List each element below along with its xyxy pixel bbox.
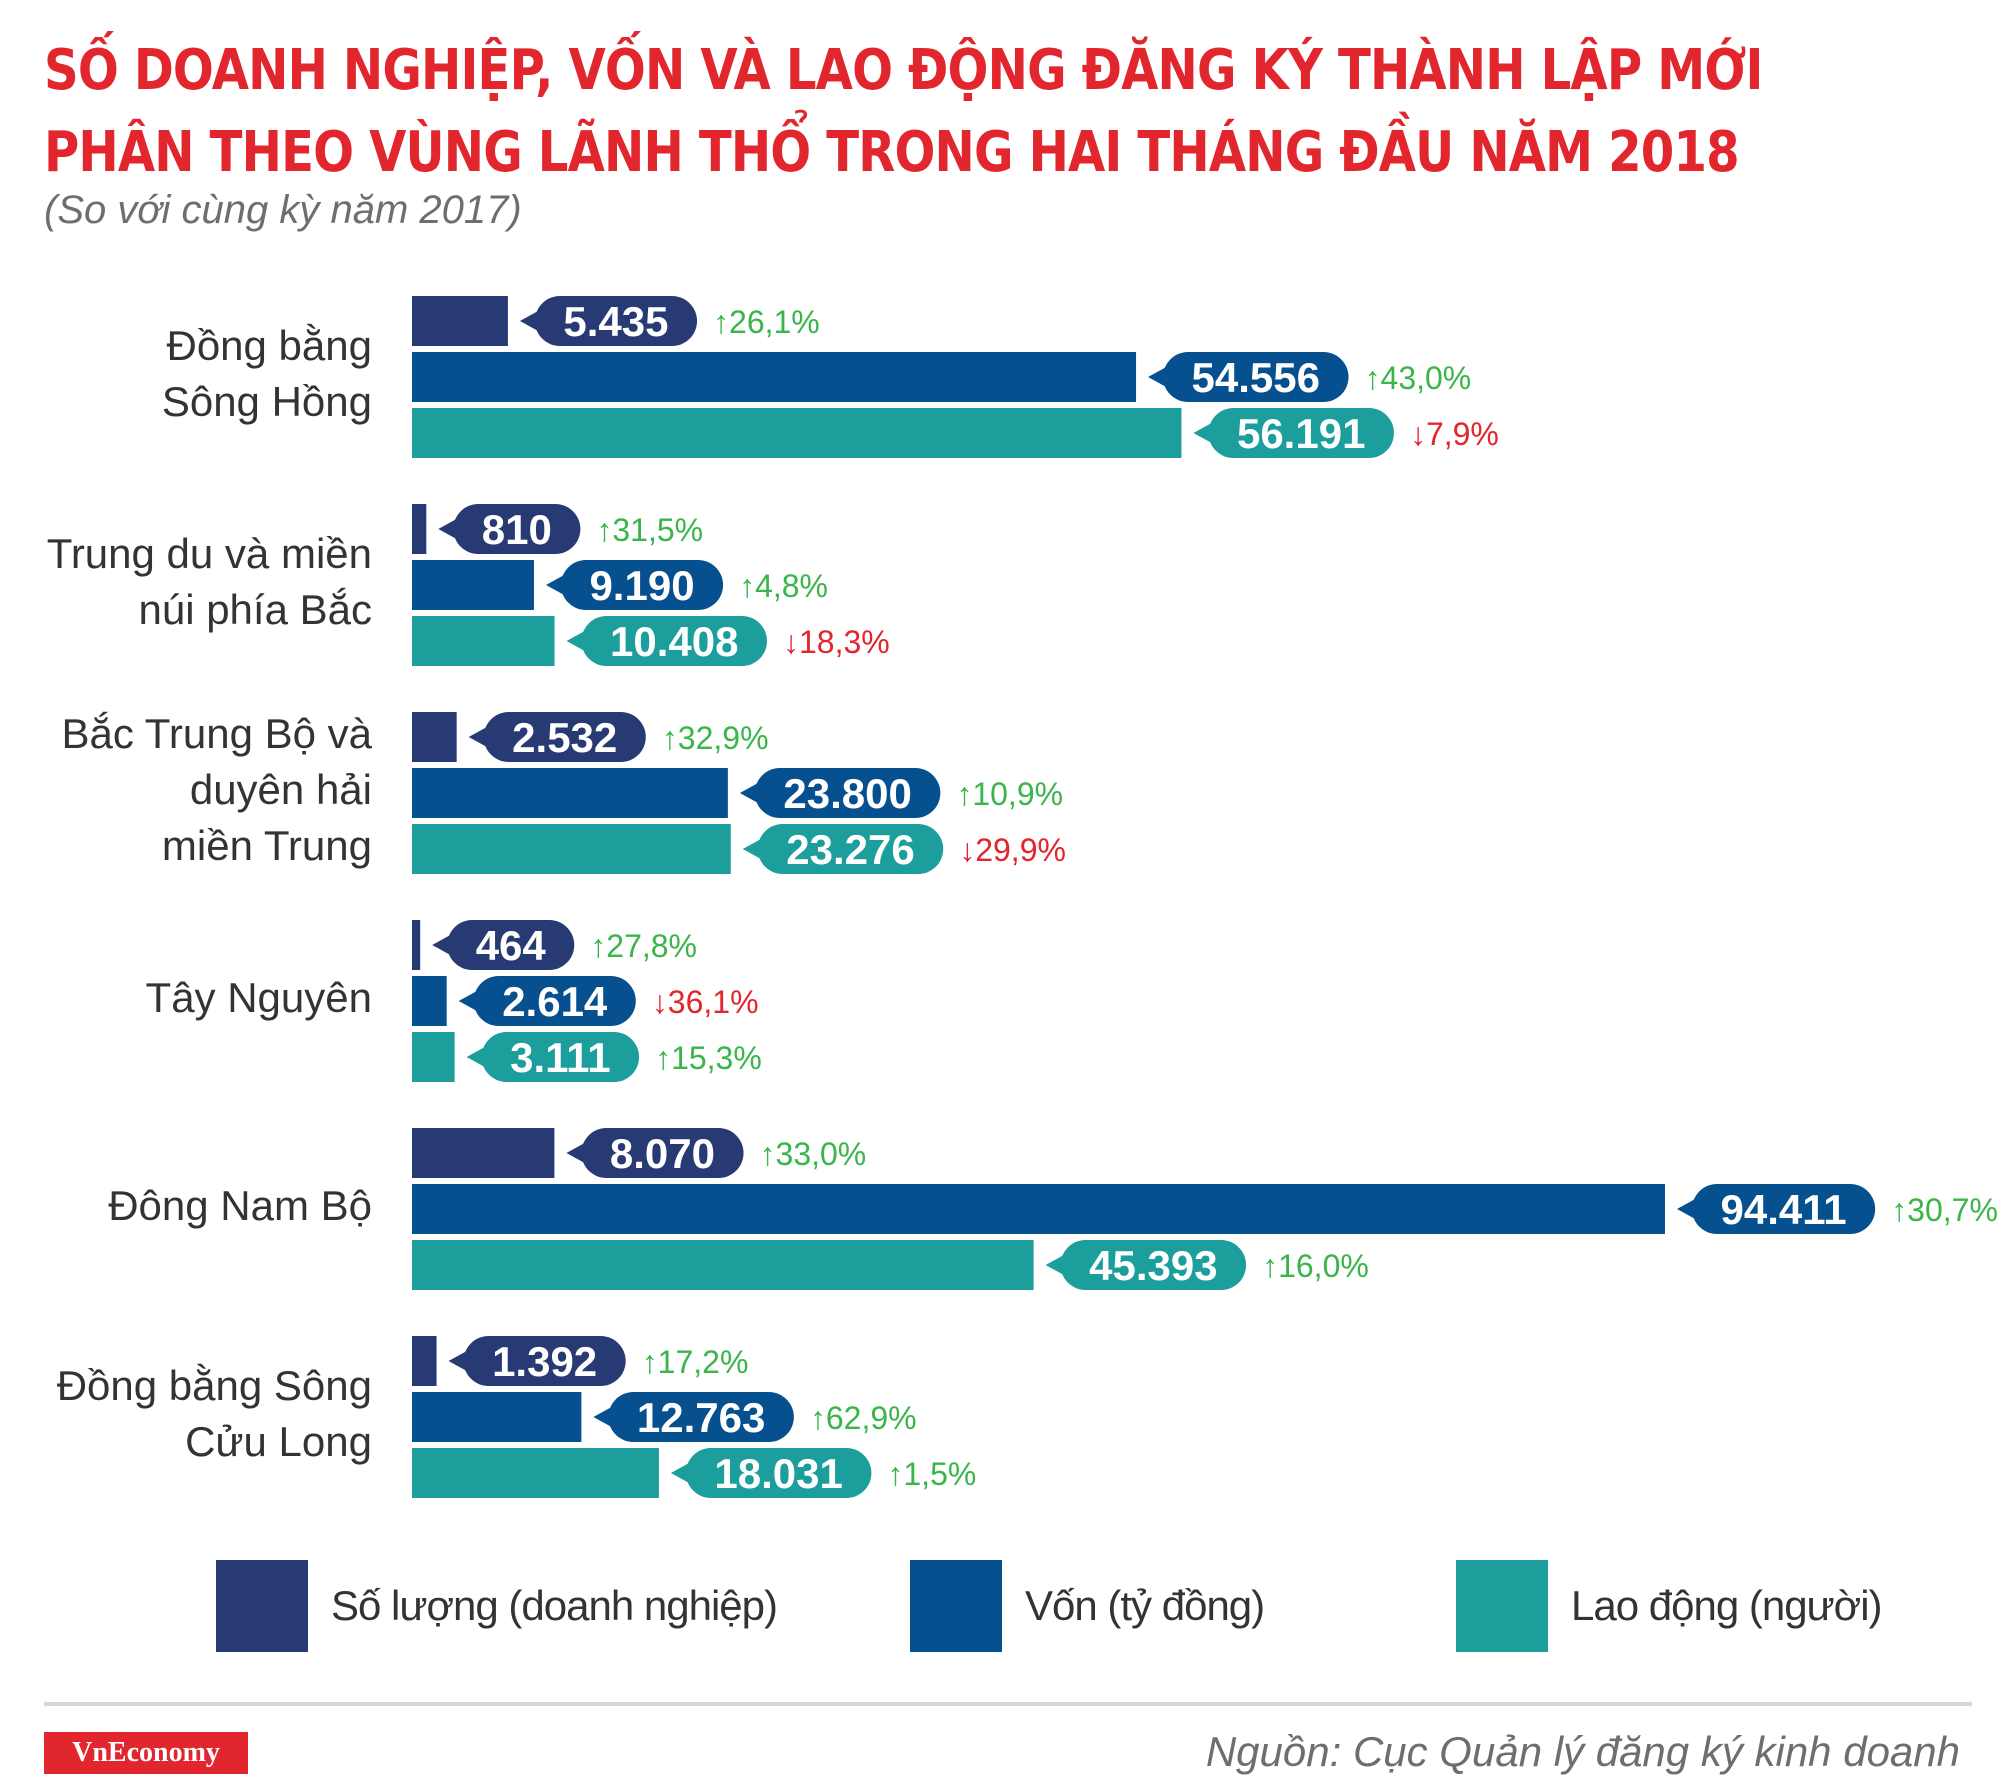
bar-von-bac-trung-bo-va-duyen-hai-mien-trung	[412, 768, 728, 818]
change-label-von-dong-nam-bo: ↑30,7%	[1891, 1192, 1998, 1228]
callout-pill-von-dong-bang-song-cuu-long	[608, 1392, 794, 1442]
legend-label-so-luong: Số lượng (doanh nghiệp)	[331, 1582, 778, 1629]
callout-pill-so-luong-dong-bang-song-cuu-long	[463, 1336, 626, 1386]
footer-divider	[44, 1702, 1972, 1706]
bar-so-luong-dong-nam-bo	[412, 1128, 555, 1178]
value-label-lao-dong-dong-bang-song-hong: 56.191	[1237, 410, 1365, 457]
callout-pill-von-bac-trung-bo-va-duyen-hai-mien-trung	[754, 768, 941, 818]
change-label-lao-dong-dong-bang-song-cuu-long: ↑1,5%	[887, 1456, 976, 1492]
value-label-von-dong-bang-song-hong: 54.556	[1192, 354, 1320, 401]
value-label-so-luong-trung-du-va-mien-nui-phia-bac: 810	[482, 506, 552, 553]
legend-label-von: Vốn (tỷ đồng)	[1025, 1582, 1265, 1629]
change-label-so-luong-dong-nam-bo: ↑33,0%	[760, 1136, 867, 1172]
value-label-so-luong-tay-nguyen: 464	[476, 922, 547, 969]
callout-pill-lao-dong-dong-bang-song-cuu-long	[685, 1448, 872, 1498]
callout-pill-so-luong-bac-trung-bo-va-duyen-hai-mien-trung	[483, 712, 646, 762]
bar-lao-dong-dong-bang-song-cuu-long	[412, 1448, 659, 1498]
bar-lao-dong-bac-trung-bo-va-duyen-hai-mien-trung	[412, 824, 731, 874]
bar-so-luong-tay-nguyen	[412, 920, 421, 970]
bar-lao-dong-trung-du-va-mien-nui-phia-bac	[412, 616, 555, 666]
bar-chart: Đồng bằng Sông Hồng 5.435 ↑26,1% 54.556 ↑43,0…	[47, 296, 1998, 1498]
bar-lao-dong-tay-nguyen	[412, 1032, 455, 1082]
value-label-lao-dong-dong-bang-song-cuu-long: 18.031	[714, 1450, 842, 1497]
change-label-lao-dong-tay-nguyen: ↑15,3%	[655, 1040, 762, 1076]
value-label-lao-dong-trung-du-va-mien-nui-phia-bac: 10.408	[610, 618, 738, 665]
change-label-so-luong-dong-bang-song-hong: ↑26,1%	[713, 304, 820, 340]
category-label-dong-bang-song-hong-line-1: Đồng bằng	[166, 322, 372, 369]
bar-lao-dong-dong-nam-bo	[412, 1240, 1034, 1290]
value-label-von-tay-nguyen: 2.614	[502, 978, 608, 1025]
value-label-so-luong-dong-bang-song-hong: 5.435	[563, 298, 668, 345]
value-label-von-dong-bang-song-cuu-long: 12.763	[637, 1394, 765, 1441]
callout-pill-so-luong-trung-du-va-mien-nui-phia-bac	[453, 504, 581, 554]
change-label-so-luong-tay-nguyen: ↑27,8%	[590, 928, 697, 964]
legend-label-lao-dong: Lao động (người)	[1571, 1582, 1883, 1629]
chart-title: SỐ DOANH NGHIỆP, VỐN VÀ LAO ĐỘNG ĐĂNG KÝ…	[44, 30, 1763, 194]
callout-pill-von-dong-bang-song-hong	[1163, 352, 1349, 402]
category-label-dong-bang-song-hong-line-2: Sông Hồng	[162, 378, 372, 425]
category-label-tay-nguyen-line-1: Tây Nguyên	[146, 974, 372, 1021]
vneconomy-logo: VnEconomy	[44, 1732, 248, 1774]
source-note: Nguồn: Cục Quản lý đăng ký kinh doanh	[1205, 1728, 1960, 1775]
value-label-lao-dong-dong-nam-bo: 45.393	[1089, 1242, 1217, 1289]
category-label-dong-nam-bo-line-1: Đông Nam Bộ	[108, 1182, 372, 1229]
value-label-von-trung-du-va-mien-nui-phia-bac: 9.190	[589, 562, 694, 609]
change-label-von-trung-du-va-mien-nui-phia-bac: ↑4,8%	[739, 568, 828, 604]
callout-pill-lao-dong-tay-nguyen	[481, 1032, 640, 1082]
change-label-lao-dong-dong-nam-bo: ↑16,0%	[1262, 1248, 1369, 1284]
bar-so-luong-trung-du-va-mien-nui-phia-bac	[412, 504, 427, 554]
callout-pill-von-dong-nam-bo	[1692, 1184, 1876, 1234]
value-label-so-luong-dong-nam-bo: 8.070	[610, 1130, 715, 1177]
callout-pill-lao-dong-trung-du-va-mien-nui-phia-bac	[581, 616, 767, 666]
value-label-lao-dong-tay-nguyen: 3.111	[510, 1034, 610, 1081]
bar-von-dong-bang-song-hong	[412, 352, 1137, 402]
bar-lao-dong-dong-bang-song-hong	[412, 408, 1182, 458]
bar-von-dong-bang-song-cuu-long	[412, 1392, 582, 1442]
value-label-lao-dong-bac-trung-bo-va-duyen-hai-mien-trung: 23.276	[786, 826, 914, 873]
category-label-trung-du-va-mien-nui-phia-bac-line-2: núi phía Bắc	[138, 586, 372, 633]
category-label-bac-trung-bo-va-duyen-hai-mien-trung-line-2: duyên hải	[190, 766, 372, 813]
change-label-so-luong-trung-du-va-mien-nui-phia-bac: ↑31,5%	[596, 512, 703, 548]
title-line-2: PHÂN THEO VÙNG LÃNH THỔ TRONG HAI THÁNG …	[44, 120, 1740, 185]
category-label-trung-du-va-mien-nui-phia-bac-line-1: Trung du và miền	[47, 530, 372, 577]
category-label-bac-trung-bo-va-duyen-hai-mien-trung-line-1: Bắc Trung Bộ và	[61, 710, 372, 757]
change-label-von-dong-bang-song-cuu-long: ↑62,9%	[810, 1400, 917, 1436]
callout-pill-so-luong-dong-bang-song-hong	[534, 296, 698, 346]
callout-pill-lao-dong-dong-bang-song-hong	[1208, 408, 1394, 458]
change-label-so-luong-dong-bang-song-cuu-long: ↑17,2%	[642, 1344, 749, 1380]
value-label-von-bac-trung-bo-va-duyen-hai-mien-trung: 23.800	[783, 770, 911, 817]
bar-so-luong-dong-bang-song-cuu-long	[412, 1336, 437, 1386]
category-label-dong-bang-song-cuu-long-line-2: Cửu Long	[185, 1418, 372, 1465]
change-label-von-dong-bang-song-hong: ↑43,0%	[1365, 360, 1472, 396]
bar-von-tay-nguyen	[412, 976, 447, 1026]
change-label-von-tay-nguyen: ↓36,1%	[652, 984, 759, 1020]
value-label-so-luong-dong-bang-song-cuu-long: 1.392	[492, 1338, 597, 1385]
bar-so-luong-bac-trung-bo-va-duyen-hai-mien-trung	[412, 712, 457, 762]
chart-subtitle: (So với cùng kỳ năm 2017)	[44, 188, 522, 232]
legend-swatch-so-luong	[216, 1560, 308, 1652]
category-label-dong-bang-song-cuu-long-line-1: Đồng bằng Sông	[57, 1362, 372, 1409]
change-label-von-bac-trung-bo-va-duyen-hai-mien-trung: ↑10,9%	[956, 776, 1063, 812]
title-line-1: SỐ DOANH NGHIỆP, VỐN VÀ LAO ĐỘNG ĐĂNG KÝ…	[44, 38, 1763, 103]
category-label-bac-trung-bo-va-duyen-hai-mien-trung-line-3: miền Trung	[162, 822, 372, 869]
bar-von-trung-du-va-mien-nui-phia-bac	[412, 560, 534, 610]
callout-pill-so-luong-dong-nam-bo	[581, 1128, 744, 1178]
change-label-lao-dong-dong-bang-song-hong: ↓7,9%	[1410, 416, 1499, 452]
callout-pill-lao-dong-bac-trung-bo-va-duyen-hai-mien-trung	[757, 824, 944, 874]
bar-so-luong-dong-bang-song-hong	[412, 296, 508, 346]
legend-swatch-von	[910, 1560, 1002, 1652]
callout-pill-so-luong-tay-nguyen	[447, 920, 575, 970]
callout-pill-lao-dong-dong-nam-bo	[1060, 1240, 1247, 1290]
legend-swatch-lao-dong	[1456, 1560, 1548, 1652]
change-label-so-luong-bac-trung-bo-va-duyen-hai-mien-trung: ↑32,9%	[662, 720, 769, 756]
change-label-lao-dong-bac-trung-bo-va-duyen-hai-mien-trung: ↓29,9%	[959, 832, 1066, 868]
bar-von-dong-nam-bo	[412, 1184, 1665, 1234]
value-label-so-luong-bac-trung-bo-va-duyen-hai-mien-trung: 2.532	[512, 714, 617, 761]
callout-pill-von-tay-nguyen	[473, 976, 636, 1026]
callout-pill-von-trung-du-va-mien-nui-phia-bac	[560, 560, 724, 610]
value-label-von-dong-nam-bo: 94.411	[1721, 1186, 1847, 1233]
change-label-lao-dong-trung-du-va-mien-nui-phia-bac: ↓18,3%	[783, 624, 890, 660]
